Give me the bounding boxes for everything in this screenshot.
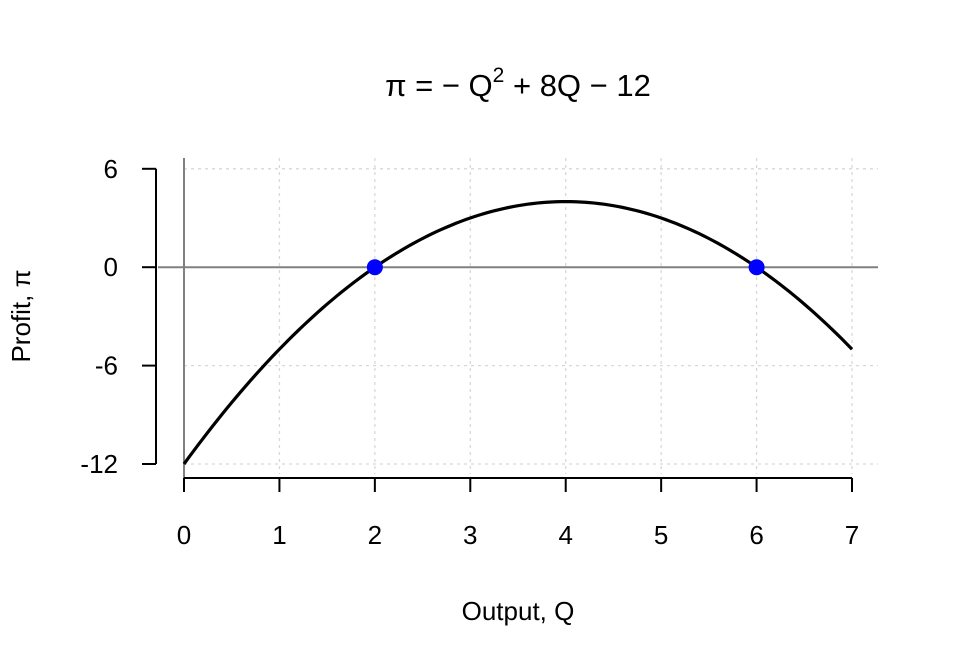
break-even-point [748, 259, 765, 276]
profit-curve [182, 200, 854, 465]
x-tick-label: 2 [368, 520, 382, 550]
chart-title: π = − Q2 + 8Q − 12 [385, 64, 651, 103]
x-tick-label: 3 [463, 520, 477, 550]
points [366, 259, 765, 276]
y-tick-label: 0 [104, 252, 118, 282]
x-tick-label: 6 [749, 520, 763, 550]
x-axis-title: Output, Q [462, 596, 575, 626]
grid [183, 158, 878, 474]
y-axis-title: Profit, π [6, 269, 36, 362]
x-tick-label: 1 [272, 520, 286, 550]
y-tick-label: -6 [95, 351, 118, 381]
chart-title-prefix: π = − Q [385, 68, 493, 103]
chart-title-superscript: 2 [493, 64, 505, 87]
series [182, 200, 854, 465]
chart-title-suffix: + 8Q − 12 [504, 68, 651, 103]
y-tick-label: 6 [104, 154, 118, 184]
x-tick-label: 7 [845, 520, 859, 550]
y-tick-label: -12 [80, 449, 118, 479]
x-tick-label: 4 [558, 520, 572, 550]
break-even-point [366, 259, 383, 276]
x-tick-label: 5 [654, 520, 668, 550]
x-tick-label: 0 [177, 520, 191, 550]
axes: -12 -6 0 6 0 1 2 3 4 5 6 7 [80, 154, 859, 550]
